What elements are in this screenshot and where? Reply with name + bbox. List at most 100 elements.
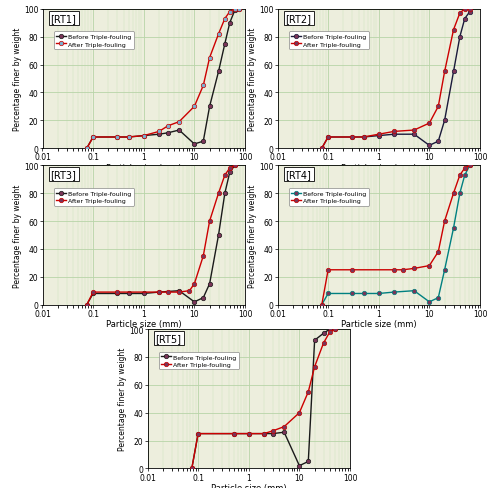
After Triple-fouling (400, 267, 406, 273)
After Triple-fouling (319, 302, 325, 308)
After Triple-fouling (189, 466, 195, 471)
Before Triple-fouling (332, 326, 338, 332)
Before Triple-fouling (467, 10, 473, 16)
Before Triple-fouling (360, 135, 366, 141)
After Triple-fouling (200, 253, 206, 259)
After Triple-fouling (306, 389, 312, 395)
Line: Before Triple-fouling: Before Triple-fouling (84, 163, 237, 307)
Before Triple-fouling (232, 8, 238, 14)
After Triple-fouling (450, 191, 456, 197)
Before Triple-fouling (176, 128, 182, 134)
After Triple-fouling (186, 288, 192, 294)
Legend: Before Triple-fouling, After Triple-fouling: Before Triple-fouling, After Triple-foul… (288, 32, 369, 50)
Before Triple-fouling (391, 132, 397, 138)
Before Triple-fouling (411, 288, 417, 294)
Before Triple-fouling (376, 291, 382, 297)
Before Triple-fouling (376, 133, 382, 139)
Before Triple-fouling (200, 139, 206, 145)
After Triple-fouling (236, 7, 242, 13)
After Triple-fouling (261, 431, 267, 437)
Before Triple-fouling (141, 291, 147, 297)
After Triple-fouling (156, 129, 162, 135)
After Triple-fouling (436, 104, 442, 110)
Legend: Before Triple-fouling, After Triple-fouling: Before Triple-fouling, After Triple-foul… (54, 188, 134, 206)
After Triple-fouling (467, 163, 473, 169)
Line: After Triple-fouling: After Triple-fouling (320, 163, 472, 307)
After Triple-fouling (165, 289, 171, 295)
After Triple-fouling (192, 104, 198, 110)
After Triple-fouling (320, 341, 326, 346)
Before Triple-fouling (320, 331, 326, 337)
Before Triple-fouling (350, 135, 356, 141)
X-axis label: Particle size (mm): Particle size (mm) (341, 163, 416, 172)
After Triple-fouling (114, 289, 120, 295)
After Triple-fouling (457, 173, 463, 179)
Y-axis label: Percentage finer by weight: Percentage finer by weight (118, 347, 128, 450)
After Triple-fouling (227, 10, 233, 16)
After Triple-fouling (114, 135, 120, 141)
Before Triple-fouling (200, 295, 206, 301)
After Triple-fouling (296, 410, 302, 416)
Line: Before Triple-fouling: Before Triple-fouling (320, 163, 472, 307)
Before Triple-fouling (426, 143, 432, 149)
After Triple-fouling (222, 17, 228, 22)
Before Triple-fouling (192, 142, 198, 147)
Line: After Triple-fouling: After Triple-fouling (84, 7, 241, 151)
Text: [RT3]: [RT3] (50, 170, 76, 180)
Before Triple-fouling (230, 431, 236, 437)
Text: [RT5]: [RT5] (156, 334, 182, 344)
Before Triple-fouling (270, 431, 276, 437)
After Triple-fouling (176, 289, 182, 295)
After Triple-fouling (90, 135, 96, 141)
After Triple-fouling (325, 135, 331, 141)
After Triple-fouling (216, 32, 222, 38)
Before Triple-fouling (442, 118, 448, 124)
Before Triple-fouling (319, 146, 325, 152)
After Triple-fouling (467, 7, 473, 13)
Before Triple-fouling (206, 281, 212, 287)
After Triple-fouling (327, 329, 333, 335)
After Triple-fouling (450, 28, 456, 34)
Y-axis label: Percentage finer by weight: Percentage finer by weight (14, 184, 22, 287)
Before Triple-fouling (436, 139, 442, 145)
X-axis label: Particle size (mm): Particle size (mm) (106, 163, 182, 172)
Before Triple-fouling (391, 289, 397, 295)
After Triple-fouling (325, 267, 331, 273)
After Triple-fouling (227, 166, 233, 172)
After Triple-fouling (411, 128, 417, 134)
Before Triple-fouling (141, 133, 147, 139)
Before Triple-fouling (227, 20, 233, 26)
X-axis label: Particle size (mm): Particle size (mm) (211, 483, 286, 488)
X-axis label: Particle size (mm): Particle size (mm) (106, 320, 182, 328)
Before Triple-fouling (90, 291, 96, 297)
Line: After Triple-fouling: After Triple-fouling (320, 7, 472, 151)
Before Triple-fouling (126, 135, 132, 141)
After Triple-fouling (192, 281, 198, 287)
Before Triple-fouling (360, 291, 366, 297)
Before Triple-fouling (450, 225, 456, 231)
Before Triple-fouling (206, 104, 212, 110)
Before Triple-fouling (281, 429, 287, 435)
Line: After Triple-fouling: After Triple-fouling (190, 327, 337, 471)
After Triple-fouling (216, 191, 222, 197)
Before Triple-fouling (222, 191, 228, 197)
Before Triple-fouling (325, 291, 331, 297)
After Triple-fouling (232, 7, 238, 13)
Before Triple-fouling (114, 135, 120, 141)
Before Triple-fouling (216, 69, 222, 75)
After Triple-fouling (84, 302, 90, 308)
Text: [RT2]: [RT2] (286, 14, 312, 24)
Legend: Before Triple-fouling, After Triple-fouling: Before Triple-fouling, After Triple-foul… (54, 32, 134, 50)
After Triple-fouling (206, 56, 212, 61)
Before Triple-fouling (457, 191, 463, 197)
After Triple-fouling (376, 132, 382, 138)
Before Triple-fouling (126, 291, 132, 297)
After Triple-fouling (426, 263, 432, 269)
Before Triple-fouling (462, 17, 468, 22)
After Triple-fouling (442, 69, 448, 75)
Before Triple-fouling (457, 35, 463, 41)
Before Triple-fouling (261, 431, 267, 437)
After Triple-fouling (462, 166, 468, 172)
Before Triple-fouling (84, 302, 90, 308)
After Triple-fouling (165, 123, 171, 129)
